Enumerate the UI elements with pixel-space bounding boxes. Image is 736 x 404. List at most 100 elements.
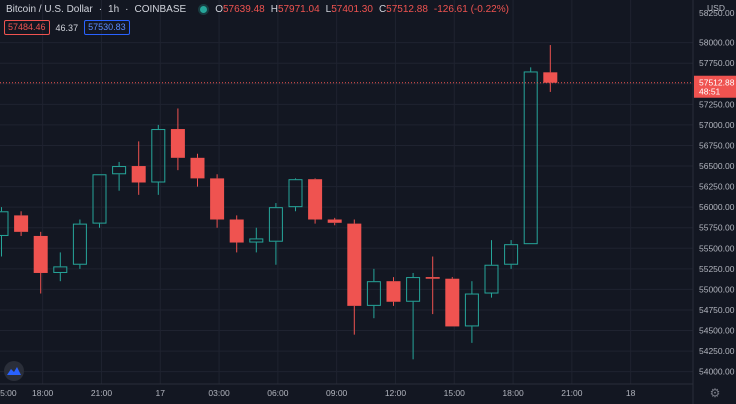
high-label: H — [270, 4, 278, 15]
candle[interactable] — [347, 219, 362, 335]
candle[interactable] — [464, 281, 479, 343]
legend-exchange: COINBASE — [134, 4, 187, 15]
y-tick-label: 54750.00 — [699, 305, 735, 315]
candle-body — [33, 235, 48, 273]
candle[interactable] — [425, 256, 440, 315]
candle-body — [288, 179, 303, 208]
x-tick-label: 09:00 — [326, 388, 348, 398]
legend-symbol[interactable]: Bitcoin / U.S. Dollar — [6, 4, 93, 15]
candle[interactable] — [445, 277, 460, 327]
currency-label: USD — [707, 3, 725, 13]
candle[interactable] — [170, 108, 185, 171]
x-tick-label: 03:00 — [208, 388, 230, 398]
candle[interactable] — [151, 124, 166, 195]
buy-button[interactable]: 57530.83 — [84, 20, 130, 35]
y-tick-label: 57000.00 — [699, 120, 735, 130]
candle-body — [268, 207, 283, 242]
candle[interactable] — [0, 207, 9, 257]
candle-body — [308, 179, 323, 220]
candle-body — [347, 223, 362, 306]
sell-button[interactable]: 57484.46 — [4, 20, 50, 35]
last-price-value: 57512.88 — [699, 78, 735, 88]
candle[interactable] — [543, 45, 558, 92]
candle-body — [72, 223, 87, 265]
candle[interactable] — [249, 227, 264, 253]
candle[interactable] — [190, 153, 205, 187]
candle[interactable] — [406, 272, 421, 360]
tradingview-logo-icon[interactable] — [4, 361, 24, 381]
candle-body — [112, 166, 127, 175]
candle[interactable] — [229, 215, 244, 253]
candle[interactable] — [72, 219, 87, 269]
x-tick-label: 18:00 — [32, 388, 54, 398]
time-axis: 15:00 18:00 21:00 17 03:00 06:00 09:00 12:00 15:… — [0, 388, 636, 398]
x-tick-label: 21:00 — [91, 388, 113, 398]
candle-body — [366, 281, 381, 306]
candle-body — [131, 166, 146, 183]
candle-body — [210, 178, 225, 220]
gear-icon[interactable]: ⚙ — [709, 386, 721, 400]
y-tick-label: 55500.00 — [699, 243, 735, 253]
candle[interactable] — [504, 240, 519, 269]
candle-body — [523, 71, 538, 245]
x-tick-label: 12:00 — [385, 388, 407, 398]
y-tick-label: 56750.00 — [699, 140, 735, 150]
candles — [0, 45, 558, 360]
open-label: O — [215, 4, 223, 15]
candle-body — [504, 244, 519, 265]
candle-body — [0, 211, 9, 236]
candle-body — [190, 157, 205, 179]
x-tick-label: 18:00 — [502, 388, 524, 398]
y-tick-label: 55250.00 — [699, 264, 735, 274]
y-tick-label: 54000.00 — [699, 367, 735, 377]
low-label: L — [325, 4, 332, 15]
candle-body — [229, 219, 244, 243]
candle[interactable] — [523, 67, 538, 245]
candle[interactable] — [268, 203, 283, 265]
x-tick-label: 21:00 — [561, 388, 583, 398]
y-tick-label: 54500.00 — [699, 326, 735, 336]
y-tick-label: 55000.00 — [699, 284, 735, 294]
last-price-countdown: 48:51 — [699, 87, 721, 97]
candle[interactable] — [288, 178, 303, 212]
candle-body — [425, 277, 440, 279]
candle-body — [92, 174, 107, 224]
candle[interactable] — [92, 174, 107, 228]
candle[interactable] — [53, 252, 68, 282]
trade-buttons: 57484.46 46.37 57530.83 — [4, 20, 130, 35]
open-value: 57639.48 — [222, 4, 265, 15]
candle[interactable] — [33, 231, 48, 294]
x-tick-label: 15:00 — [444, 388, 466, 398]
candle-body — [464, 293, 479, 327]
candle[interactable] — [112, 161, 127, 191]
x-tick-label: 17 — [156, 388, 166, 398]
market-status-icon — [200, 6, 208, 13]
y-tick-label: 57750.00 — [699, 58, 735, 68]
candle[interactable] — [327, 217, 342, 226]
y-tick-label: 56000.00 — [699, 202, 735, 212]
y-tick-label: 56500.00 — [699, 161, 735, 171]
y-tick-label: 58000.00 — [699, 38, 735, 48]
chart-grid — [0, 0, 693, 384]
last-price-tag-bg — [694, 75, 736, 98]
y-tick-label: 55750.00 — [699, 223, 735, 233]
candle[interactable] — [14, 211, 29, 236]
candle[interactable] — [484, 240, 499, 298]
candle-body — [543, 72, 558, 83]
high-value: 57971.04 — [277, 4, 320, 15]
candle[interactable] — [386, 277, 401, 306]
candle[interactable] — [308, 178, 323, 224]
candle[interactable] — [210, 174, 225, 228]
y-tick-label: 56250.00 — [699, 182, 735, 192]
candle[interactable] — [366, 268, 381, 319]
candle-body — [445, 278, 460, 327]
candle-body — [151, 129, 166, 183]
candle[interactable] — [131, 141, 146, 195]
candle-body — [484, 264, 499, 294]
candle-body — [406, 277, 421, 302]
legend-interval[interactable]: 1h — [108, 4, 120, 15]
y-tick-label: 54250.00 — [699, 346, 735, 356]
price-axis: 54000.00 54250.00 54500.00 54750.00 55000.00… — [694, 8, 736, 377]
